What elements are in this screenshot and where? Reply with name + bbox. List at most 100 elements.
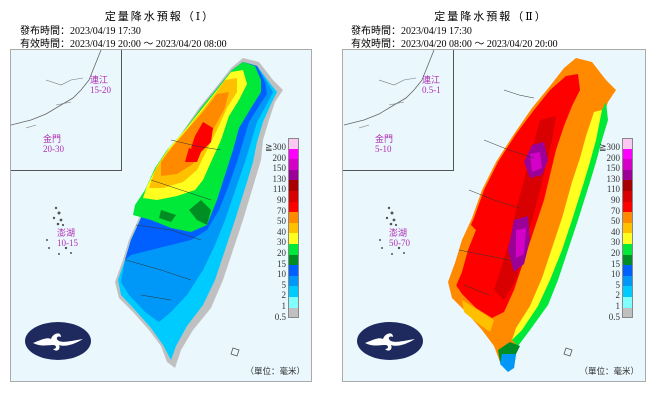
legend-swatch xyxy=(288,212,299,223)
legend-label: 200 xyxy=(272,152,287,163)
taiwan-rainfall-map xyxy=(343,50,616,372)
legend-item: 1 xyxy=(577,296,633,311)
legend-swatch xyxy=(622,190,633,202)
legend-swatch xyxy=(288,233,299,244)
legend-label: ≧300 xyxy=(264,142,286,152)
legend-swatch xyxy=(622,286,633,297)
legend-swatch xyxy=(622,201,633,213)
legend-item: 90 xyxy=(243,190,299,205)
legend-label: 90 xyxy=(611,194,620,205)
legend-swatch xyxy=(288,190,299,202)
legend-swatch xyxy=(622,254,633,266)
legend-item: 0.5 xyxy=(577,307,633,322)
legend-swatch xyxy=(622,180,633,191)
legend-swatch xyxy=(288,138,299,149)
legend-item: 90 xyxy=(577,190,633,205)
inset-box xyxy=(343,50,454,171)
legend-swatch xyxy=(288,222,299,234)
legend-swatch xyxy=(288,275,299,287)
legend-label: 90 xyxy=(277,194,286,205)
legend-item: 0.5 xyxy=(243,307,299,322)
cwb-logo-icon xyxy=(357,322,423,360)
kinmen-label: 金門 5-10 xyxy=(375,134,394,154)
legend-item: 30 xyxy=(243,233,299,248)
legend-item: 15 xyxy=(577,254,633,269)
legend-item: 50 xyxy=(577,212,633,227)
legend-label: 40 xyxy=(611,226,620,237)
cwb-logo-icon xyxy=(25,322,91,360)
panel-title: 定量降水預報（Ⅱ） xyxy=(434,10,548,23)
penghu-label: 澎湖 10-15 xyxy=(57,228,78,248)
qpf-panel-1: 定量降水預報（Ⅰ） 發布時間：2023/04/19 17:30 有效時間：202… xyxy=(0,0,320,401)
legend-swatch xyxy=(622,265,633,276)
legend-swatch xyxy=(622,148,633,160)
legend-label: 30 xyxy=(277,237,286,248)
legend-swatch xyxy=(622,138,633,149)
legend-label: 0.5 xyxy=(608,311,620,322)
legend-label: 10 xyxy=(277,269,286,280)
legend-swatch xyxy=(288,169,299,181)
legend-swatch xyxy=(622,233,633,244)
legend-item: 40 xyxy=(577,222,633,237)
legend-item: 2 xyxy=(577,286,633,301)
legend-item: 40 xyxy=(243,222,299,237)
legend-label: 0.5 xyxy=(274,311,286,322)
legend-item: 200 xyxy=(243,148,299,163)
legend-swatch xyxy=(288,148,299,160)
legend-label: 130 xyxy=(272,173,287,184)
legend-item: 30 xyxy=(577,233,633,248)
legend-item: 5 xyxy=(243,275,299,290)
legend-swatch xyxy=(622,222,633,234)
legend-swatch xyxy=(622,296,633,308)
legend-label: 1 xyxy=(615,300,621,311)
legend-label: 10 xyxy=(611,269,620,280)
legend-item: ≧300 xyxy=(243,138,299,152)
legend-item: 1 xyxy=(243,296,299,311)
legend-label: 40 xyxy=(277,226,286,237)
legend-label: 110 xyxy=(606,184,620,195)
unit-label: （單位：毫米） xyxy=(579,367,639,377)
taiwan-rainfall-map xyxy=(11,50,283,368)
legend-label: 70 xyxy=(277,205,286,216)
legend-swatch xyxy=(288,296,299,308)
inset-box xyxy=(11,50,122,171)
legend-swatch xyxy=(288,265,299,276)
legend-swatch xyxy=(288,159,299,170)
legend-swatch xyxy=(288,286,299,297)
legend-item: 50 xyxy=(243,212,299,227)
unit-label: （單位：毫米） xyxy=(245,367,305,377)
legend-swatch xyxy=(622,275,633,287)
legend-item: 20 xyxy=(243,243,299,258)
legend-swatch xyxy=(288,243,299,255)
legend-item: 130 xyxy=(243,169,299,184)
legend-swatch xyxy=(622,212,633,223)
issue-time: 發布時間：2023/04/19 17:30 xyxy=(351,26,472,37)
matsu-label: 連江 0.5-1 xyxy=(422,75,441,95)
legend-label: 2 xyxy=(615,290,621,301)
legend-swatch xyxy=(288,201,299,213)
legend-label: 50 xyxy=(611,216,620,227)
legend-label: 200 xyxy=(606,152,621,163)
legend-item: 70 xyxy=(577,201,633,216)
map-frame: 連江 0.5-1 金門 5-10 澎湖 50-70 ≧300 200 150 130 1… xyxy=(342,49,646,382)
legend-label: 110 xyxy=(272,184,286,195)
legend-item: 5 xyxy=(577,275,633,290)
legend-item: 20 xyxy=(577,243,633,258)
legend-label: 150 xyxy=(606,163,621,174)
panel-title: 定量降水預報（Ⅰ） xyxy=(104,10,216,23)
legend-item: 70 xyxy=(243,201,299,216)
legend-item: 2 xyxy=(243,286,299,300)
legend-item: 150 xyxy=(243,159,299,173)
legend-label: ≧300 xyxy=(598,142,620,152)
legend-label: 50 xyxy=(277,216,286,227)
matsu-label: 連江 15-20 xyxy=(90,75,111,95)
legend-swatch xyxy=(622,169,633,181)
legend-item: 110 xyxy=(243,180,299,195)
legend-label: 30 xyxy=(611,237,620,248)
legend-swatch xyxy=(622,307,633,319)
legend-item: 110 xyxy=(577,180,633,195)
legend-label: 20 xyxy=(611,247,620,258)
legend-item: ≧300 xyxy=(577,138,633,152)
legend-item: 10 xyxy=(577,265,633,280)
legend-label: 5 xyxy=(615,279,621,290)
